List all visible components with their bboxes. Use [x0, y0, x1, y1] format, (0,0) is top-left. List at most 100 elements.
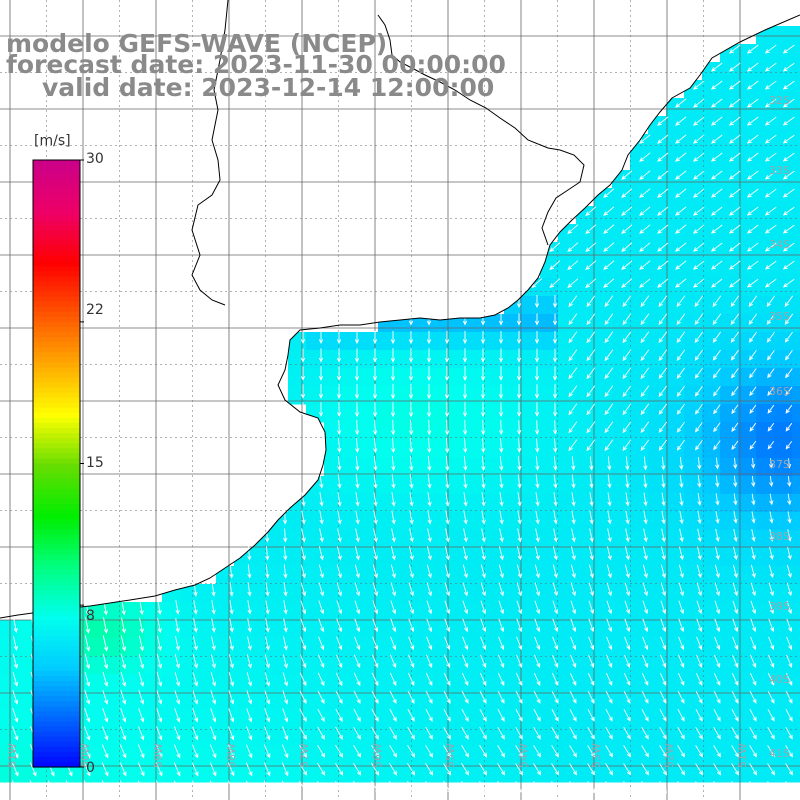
wind-arrow	[498, 600, 505, 615]
wind-arrow	[785, 708, 793, 722]
wind-arrow	[749, 440, 757, 450]
wind-cell	[342, 566, 361, 585]
wind-arrow	[604, 439, 614, 452]
wind-arrow	[480, 383, 486, 400]
wind-arrow	[336, 582, 342, 597]
river-line	[191, 0, 229, 306]
wind-cell	[522, 422, 541, 441]
wind-arrow	[425, 762, 434, 776]
wind-arrow	[318, 636, 325, 651]
wind-arrow	[766, 295, 776, 308]
wind-arrow	[463, 455, 468, 472]
wind-cell	[702, 314, 721, 333]
wind-arrow	[425, 744, 434, 758]
wind-arrow	[696, 564, 702, 579]
wind-arrow	[372, 636, 379, 651]
wind-arrow	[551, 745, 559, 758]
wind-cell	[576, 224, 595, 243]
wind-arrow	[728, 134, 741, 144]
wind-arrow	[499, 474, 504, 489]
wind-arrow	[479, 781, 488, 794]
wind-cell	[666, 728, 685, 747]
wind-cell	[648, 206, 667, 225]
wind-arrow	[533, 690, 541, 704]
wind-arrow	[750, 618, 757, 633]
wind-cell	[576, 746, 595, 765]
wind-cell	[792, 764, 800, 783]
wind-cell	[666, 386, 685, 405]
wind-arrow	[567, 278, 579, 289]
wind-arrow	[764, 170, 777, 180]
wind-arrow	[355, 437, 360, 454]
wind-cell	[252, 692, 271, 711]
wind-arrow	[693, 224, 705, 234]
wind-cell	[180, 710, 199, 729]
wind-arrow	[784, 331, 793, 343]
wind-cell	[774, 638, 793, 657]
wind-arrow	[693, 206, 705, 216]
wind-arrow	[319, 492, 324, 507]
wind-cell	[342, 548, 361, 567]
wind-cell	[126, 728, 145, 747]
wind-arrow	[372, 564, 378, 579]
wind-cell	[504, 656, 523, 675]
wind-cell	[648, 566, 667, 585]
wind-cell	[342, 674, 361, 693]
colorbar-segment	[33, 509, 80, 515]
wind-arrow	[84, 635, 91, 652]
wind-arrow	[480, 330, 486, 345]
wind-cell	[324, 566, 343, 585]
wind-cell	[468, 512, 487, 531]
wind-cell	[486, 476, 505, 495]
wind-cell	[558, 746, 577, 765]
wind-arrow	[693, 188, 705, 198]
colorbar-segment	[33, 402, 80, 409]
wind-cell	[378, 728, 397, 747]
wind-arrow	[731, 386, 739, 397]
wind-arrow	[282, 690, 289, 705]
wind-arrow	[786, 600, 793, 615]
wind-arrow	[461, 654, 469, 669]
wind-cell	[342, 404, 361, 423]
wind-arrow	[746, 44, 759, 54]
wind-cell	[144, 674, 163, 693]
wind-arrow	[640, 385, 650, 398]
wind-arrow	[283, 528, 288, 543]
wind-cell	[576, 530, 595, 549]
wind-cell	[774, 656, 793, 675]
wind-arrow	[568, 385, 578, 398]
wind-arrow	[764, 98, 777, 108]
wind-arrow	[764, 44, 777, 54]
wind-arrow	[603, 206, 615, 216]
wind-cell	[720, 368, 739, 387]
wind-cell	[594, 638, 613, 657]
wind-arrow	[658, 385, 668, 397]
wind-cell	[360, 440, 379, 459]
wind-cell	[198, 602, 217, 621]
wind-cell	[576, 764, 595, 783]
wind-arrow	[782, 98, 795, 108]
wind-arrow	[697, 528, 702, 543]
wind-cell	[432, 620, 451, 639]
wind-cell	[234, 584, 253, 603]
wind-arrow	[587, 745, 595, 758]
wind-cell	[738, 602, 757, 621]
wind-cell	[468, 368, 487, 387]
wind-cell	[576, 368, 595, 387]
wind-cell	[306, 368, 325, 387]
wind-cell	[648, 728, 667, 747]
wind-arrow	[517, 420, 522, 435]
wind-cell	[684, 602, 703, 621]
wind-arrow	[766, 350, 775, 361]
wind-cell	[756, 494, 775, 513]
wind-cell	[252, 656, 271, 675]
wind-arrow	[102, 653, 109, 670]
wind-arrow	[604, 421, 614, 434]
wind-cell	[702, 548, 721, 567]
wind-cell	[720, 764, 739, 783]
wind-arrow	[715, 475, 720, 488]
wind-cell	[396, 476, 415, 495]
wind-cell	[468, 710, 487, 729]
wind-arrow	[694, 295, 704, 308]
wind-cell	[702, 458, 721, 477]
